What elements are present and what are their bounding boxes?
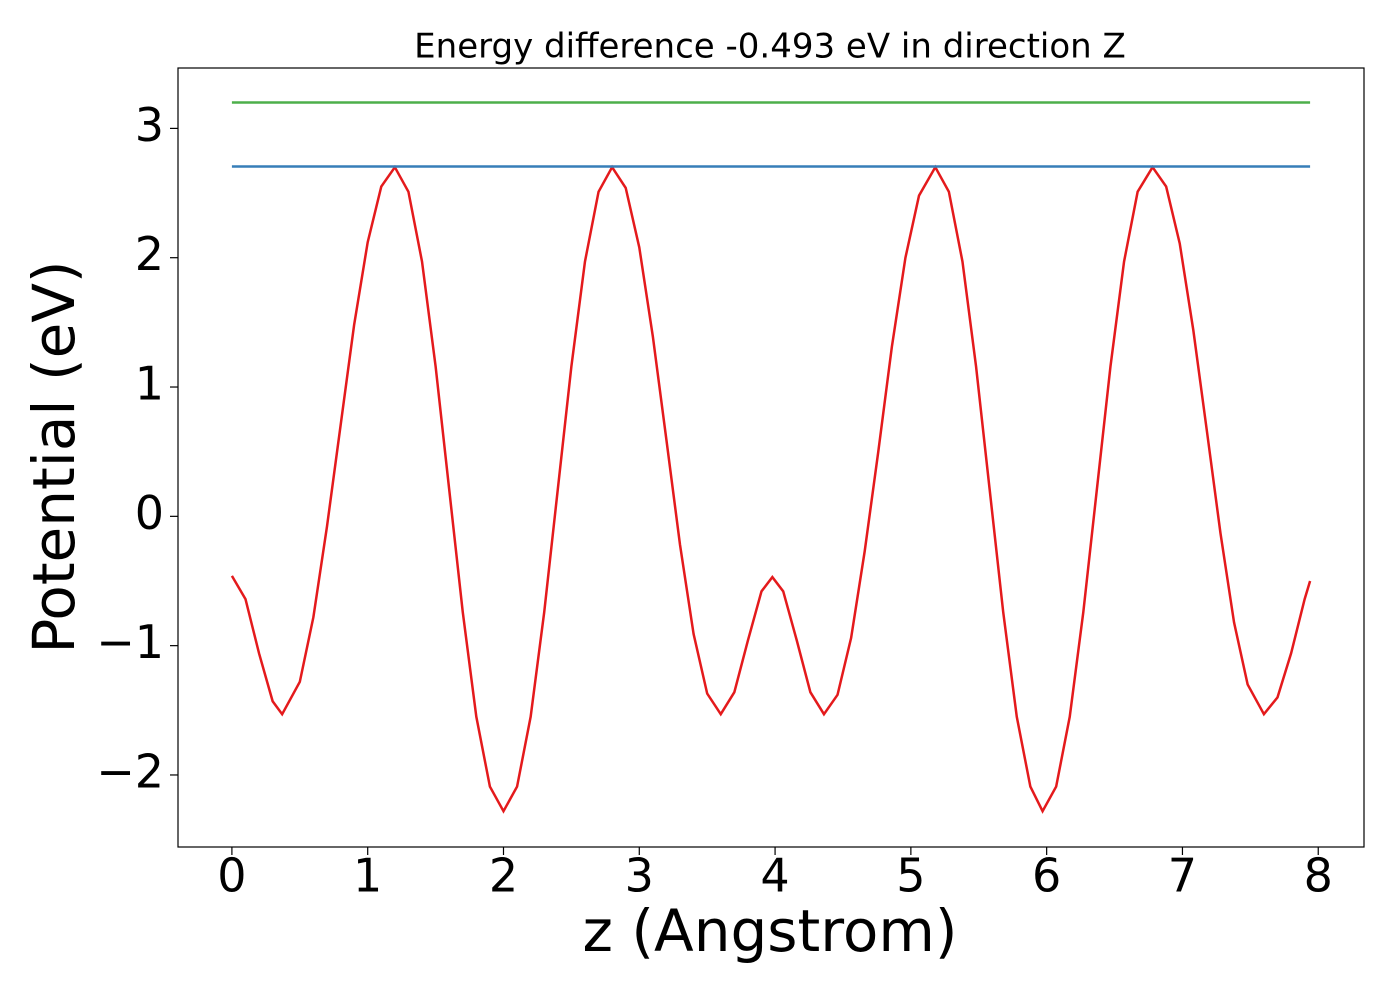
x-tick-label: 4 (760, 849, 789, 903)
x-tick-label: 1 (353, 849, 382, 903)
plot-frame (177, 67, 1365, 848)
x-tick-label: 2 (489, 849, 518, 903)
x-tick-label: 6 (1032, 849, 1061, 903)
y-tick-label: 2 (135, 227, 164, 281)
y-tick-label: 3 (135, 98, 164, 152)
y-axis-label: Potential (eV) (20, 260, 88, 653)
y-tick-label: 0 (135, 486, 164, 540)
y-tick-label: −1 (96, 615, 164, 669)
x-tick-label: 7 (1168, 849, 1197, 903)
y-tick-label: 1 (135, 357, 164, 411)
x-tick-label: 8 (1304, 849, 1333, 903)
line-series (230, 164, 1312, 814)
chart-title: Energy difference -0.493 eV in direction… (414, 27, 1126, 67)
x-tick-label: 5 (896, 849, 925, 903)
x-tick-label: 3 (625, 849, 654, 903)
x-axis-label: z (Angstrom) (583, 897, 958, 965)
y-tick-label: −2 (96, 744, 164, 798)
x-tick-label: 0 (217, 849, 246, 903)
